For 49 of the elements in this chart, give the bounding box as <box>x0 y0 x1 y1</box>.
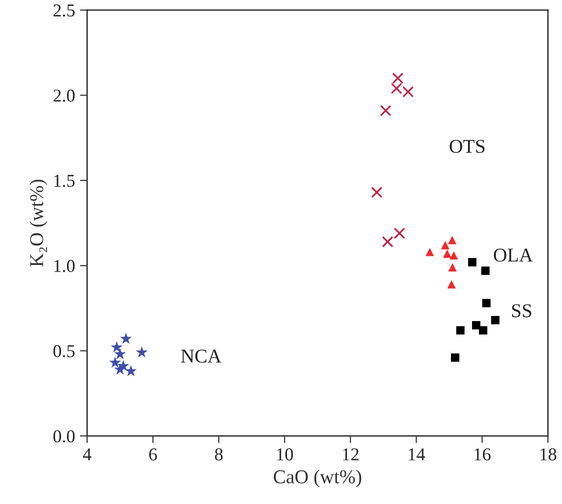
point <box>124 364 137 376</box>
y-tick-label: 2.0 <box>54 90 75 102</box>
text: OTS <box>450 140 484 153</box>
x-tick-label: 8 <box>214 448 223 460</box>
point <box>482 298 491 308</box>
point <box>443 250 452 258</box>
x-tick-label: 4 <box>82 448 92 460</box>
point <box>456 326 465 335</box>
point <box>450 353 460 362</box>
x-axis-title: CaO (wt%) <box>274 470 362 488</box>
x-tick-label: 6 <box>149 448 157 460</box>
point <box>371 186 382 198</box>
x-tick-label: 10 <box>277 448 293 460</box>
y-tick-label: 0.0 <box>53 430 75 442</box>
point <box>468 258 476 266</box>
series-label: SS <box>512 304 532 318</box>
point <box>114 348 126 360</box>
point <box>382 236 394 248</box>
point <box>441 241 450 250</box>
point <box>450 251 458 260</box>
point <box>394 228 406 239</box>
x-tick-label: 18 <box>540 448 556 460</box>
point <box>136 346 148 358</box>
point <box>390 82 402 94</box>
point <box>491 316 500 324</box>
point <box>110 341 123 352</box>
point <box>120 332 132 344</box>
x-tick-label: 16 <box>474 448 491 460</box>
y-tick-label: 0.5 <box>53 345 75 358</box>
point <box>114 363 126 375</box>
y-tick-label: 1.5 <box>54 174 75 187</box>
point <box>472 321 480 330</box>
point <box>478 326 488 335</box>
series-label: NCA <box>181 350 222 363</box>
point <box>109 356 122 368</box>
point <box>447 280 456 289</box>
point <box>448 263 457 272</box>
point <box>380 104 392 116</box>
x-tick-label: 14 <box>408 448 426 460</box>
series-label: OLA <box>494 248 533 262</box>
y-tick-label: 2.5 <box>54 4 75 17</box>
point <box>426 248 434 256</box>
x-tick-label: 12 <box>343 448 358 460</box>
y-tick-label: 1.0 <box>54 260 75 272</box>
point <box>402 86 414 98</box>
point <box>448 236 456 244</box>
point <box>392 72 404 84</box>
y-axis-title: K₂O (wt%) <box>30 180 48 267</box>
point <box>481 266 490 275</box>
